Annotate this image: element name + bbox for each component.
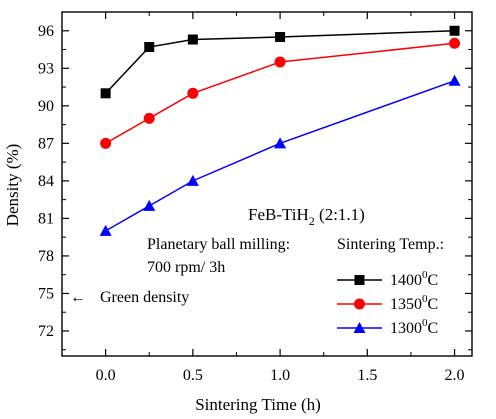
data-point <box>186 174 199 186</box>
milling-annotation-line1: Planetary ball milling: <box>147 236 290 253</box>
x-tick-label: 0.5 <box>183 367 203 384</box>
y-tick-label: 96 <box>38 23 54 40</box>
legend-title: Sintering Temp.: <box>337 236 444 253</box>
data-point <box>275 32 286 43</box>
y-tick-label: 87 <box>38 135 54 152</box>
y-axis-label: Density (%) <box>3 144 22 227</box>
legend-label: 14000C <box>390 269 438 289</box>
milling-annotation-line2: 700 rpm/ 3h <box>147 259 225 276</box>
x-axis-label: Sintering Time (h) <box>195 395 321 414</box>
data-series <box>99 25 461 236</box>
y-tick-label: 72 <box>38 323 54 340</box>
data-point <box>448 74 461 86</box>
legend-label: 13500C <box>390 293 438 313</box>
x-tick-label: 1.0 <box>270 367 290 384</box>
data-point <box>449 25 460 36</box>
data-point <box>143 112 155 124</box>
axis-ticks: 0.0 0.5 1.0 1.5 2.0 72 75 78 81 84 87 90 93 96 <box>38 12 472 384</box>
series-2 <box>99 74 461 236</box>
x-tick-label: 0.0 <box>96 367 116 384</box>
legend-item-2: 13000C <box>337 317 438 337</box>
data-point <box>274 137 287 149</box>
data-point <box>187 34 198 45</box>
data-point <box>100 88 111 99</box>
data-point <box>449 37 461 49</box>
legend-item-1: 13500C <box>337 293 438 313</box>
material-main: FeB-TiH <box>248 205 309 224</box>
data-point <box>144 42 155 53</box>
series-1 <box>100 37 461 149</box>
material-rest: (2:1.1) <box>315 205 365 224</box>
legend-swatch-marker <box>353 322 366 333</box>
data-point <box>99 224 112 236</box>
y-tick-label: 81 <box>38 210 54 227</box>
series-0 <box>100 25 460 99</box>
x-tick-label: 1.5 <box>357 367 377 384</box>
y-tick-label: 75 <box>38 285 54 302</box>
y-tick-label: 84 <box>38 173 54 190</box>
legend-label: 13000C <box>390 317 438 337</box>
data-point <box>187 87 199 99</box>
legend-swatch-marker <box>354 298 365 310</box>
axes <box>61 11 473 357</box>
legend-swatch-marker <box>354 275 365 285</box>
data-point <box>274 56 286 68</box>
material-label: FeB-TiH2 (2:1.1) <box>248 205 365 228</box>
legend: 14000C 13500C 13000C <box>337 269 438 337</box>
plot-frame <box>61 11 473 357</box>
data-point <box>100 137 112 149</box>
y-tick-label: 90 <box>38 98 54 115</box>
material-subscript: 2 <box>309 214 315 228</box>
data-point <box>143 199 156 211</box>
green-density-arrow-icon: ← <box>70 289 86 306</box>
legend-item-0: 14000C <box>337 269 438 289</box>
x-tick-label: 2.0 <box>445 367 465 384</box>
y-tick-label: 78 <box>38 248 54 265</box>
y-tick-label: 93 <box>38 60 54 77</box>
green-density-label: Green density <box>100 289 189 306</box>
